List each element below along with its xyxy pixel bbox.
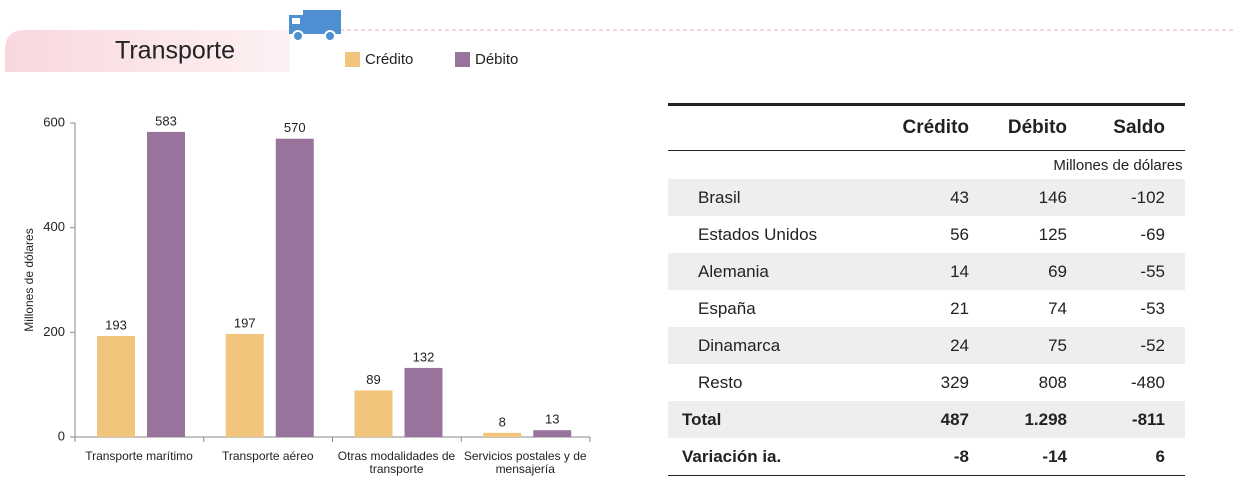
cell: 75 bbox=[989, 327, 1087, 364]
y-tick-label: 400 bbox=[43, 219, 65, 234]
unit-label: Millones de dólares bbox=[1053, 156, 1183, 174]
bar bbox=[275, 138, 314, 437]
y-tick-label: 600 bbox=[43, 114, 65, 129]
header-row: Crédito Débito Saldo bbox=[668, 103, 1185, 151]
cell: 1.298 bbox=[989, 401, 1087, 438]
cell: 487 bbox=[891, 401, 989, 438]
table-row: Resto 329 808 -480 bbox=[668, 364, 1185, 401]
title-tab bbox=[5, 30, 290, 72]
table-row: Estados Unidos 56 125 -69 bbox=[668, 216, 1185, 253]
cell: 69 bbox=[989, 253, 1087, 290]
y-axis-label: Millones de dólares bbox=[22, 228, 36, 331]
row-label: Brasil bbox=[668, 179, 891, 216]
value-label: 89 bbox=[366, 372, 380, 387]
summary-table: Crédito Débito Saldo Millones de dólares… bbox=[668, 103, 1185, 476]
row-label: España bbox=[698, 298, 756, 318]
table-row: Alemania 14 69 -55 bbox=[668, 253, 1185, 290]
y-tick-label: 0 bbox=[58, 428, 65, 443]
cell: -8 bbox=[891, 438, 989, 476]
table-row: Variación ia. -8 -14 6 bbox=[668, 438, 1185, 476]
bar bbox=[97, 335, 135, 437]
cell: 21 bbox=[950, 298, 969, 318]
x-tick-label: Transporte aéreo bbox=[221, 449, 314, 463]
table-row: Total 487 1.298 -811 bbox=[668, 401, 1185, 438]
bar bbox=[404, 367, 443, 437]
value-label: 8 bbox=[499, 414, 506, 429]
x-tick-label: Transporte marítimo bbox=[85, 449, 193, 463]
cell: -69 bbox=[1140, 224, 1165, 244]
section-title: Transporte bbox=[115, 37, 235, 65]
table-row: Brasil 43 146 -102 bbox=[668, 179, 1185, 216]
x-tick-label: Servicios postales y de mensajería bbox=[463, 449, 587, 476]
legend-label: Débito bbox=[475, 51, 518, 68]
legend-swatch bbox=[345, 52, 360, 67]
cell: -102 bbox=[1087, 179, 1185, 216]
cell: 74 bbox=[1048, 298, 1067, 318]
table-row: Dinamarca 24 75 -52 bbox=[668, 327, 1185, 364]
truck-icon bbox=[289, 10, 341, 42]
cell: -811 bbox=[1087, 401, 1185, 438]
cell: 808 bbox=[1038, 372, 1067, 392]
cell: 125 bbox=[1038, 224, 1067, 244]
legend-label: Crédito bbox=[365, 51, 413, 68]
bar bbox=[533, 430, 572, 437]
value-label: 583 bbox=[155, 113, 177, 128]
row-label: Variación ia. bbox=[668, 438, 891, 476]
row-label: Estados Unidos bbox=[698, 224, 818, 244]
col-header: Crédito bbox=[891, 103, 989, 151]
row-label: Alemania bbox=[668, 253, 891, 290]
cell: 14 bbox=[891, 253, 989, 290]
value-label: 193 bbox=[105, 317, 127, 332]
legend-swatch bbox=[455, 52, 470, 67]
y-tick-label: 200 bbox=[43, 324, 65, 339]
cell: 6 bbox=[1087, 438, 1185, 476]
row-label: Total bbox=[668, 401, 891, 438]
row-label: Resto bbox=[698, 372, 743, 392]
bar bbox=[225, 333, 264, 437]
cell: 329 bbox=[940, 372, 969, 392]
cell: 24 bbox=[891, 327, 989, 364]
value-label: 132 bbox=[413, 349, 435, 364]
col-header: Débito bbox=[989, 103, 1087, 151]
row-label: Dinamarca bbox=[668, 327, 891, 364]
cell: -14 bbox=[989, 438, 1087, 476]
cell: 56 bbox=[950, 224, 969, 244]
cell: 146 bbox=[989, 179, 1087, 216]
value-label: 197 bbox=[234, 315, 256, 330]
corner bbox=[668, 103, 891, 151]
bar bbox=[354, 390, 393, 437]
table-row: España 21 74 -53 bbox=[668, 290, 1185, 327]
value-label: 13 bbox=[545, 412, 559, 427]
cell: 43 bbox=[891, 179, 989, 216]
col-header: Saldo bbox=[1087, 103, 1185, 151]
x-tick-label: Otras modalidades de transporte bbox=[337, 449, 456, 476]
cell: -52 bbox=[1087, 327, 1185, 364]
cell: -53 bbox=[1140, 298, 1165, 318]
cell: -480 bbox=[1130, 372, 1165, 392]
bar bbox=[147, 131, 185, 437]
value-label: 570 bbox=[284, 120, 306, 135]
cell: -55 bbox=[1087, 253, 1185, 290]
bar bbox=[483, 432, 522, 437]
